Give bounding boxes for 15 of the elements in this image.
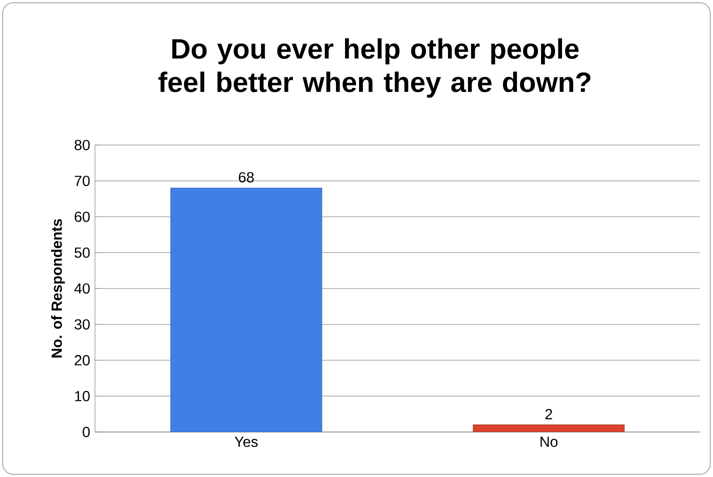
x-tick-label: No — [540, 436, 558, 447]
x-tick-label: Yes — [234, 436, 258, 447]
data-label: 68 — [238, 172, 254, 182]
y-tick-label: 80 — [74, 140, 90, 150]
y-tick-label: 50 — [74, 247, 90, 258]
y-tick-label: 0 — [82, 426, 90, 438]
y-tick-label: 10 — [75, 390, 90, 402]
y-tick-label: 30 — [74, 319, 90, 330]
y-tick-label: 70 — [74, 176, 90, 186]
y-tick-label: 20 — [74, 355, 90, 366]
y-tick-label: 40 — [74, 283, 90, 294]
y-tick-label: 60 — [74, 212, 90, 222]
y-axis-title: No. of Respondents — [51, 219, 65, 358]
chart-title: Do you ever help other people feel better when they are down? — [158, 38, 590, 98]
data-label: 2 — [545, 408, 552, 420]
